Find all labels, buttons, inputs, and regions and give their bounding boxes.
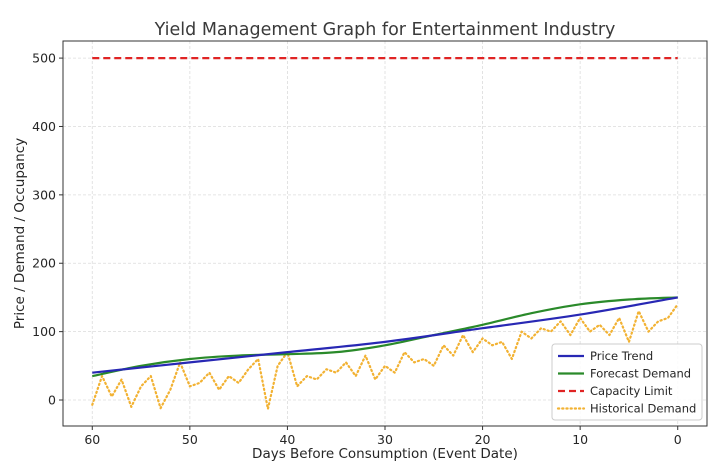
chart-title: Yield Management Graph for Entertainment… [154, 20, 616, 40]
series-line-forecast-demand [92, 296, 678, 378]
x-tick-label: 30 [377, 432, 393, 447]
y-tick-label: 300 [32, 187, 56, 202]
x-tick-label: 50 [182, 432, 198, 447]
legend-label-historical-demand: Historical Demand [590, 402, 696, 416]
y-tick-label: 400 [32, 119, 56, 134]
legend-label-price-trend: Price Trend [590, 349, 653, 363]
y-axis-label: Price / Demand / Occupancy [12, 138, 28, 329]
y-axis: 0 100 200 300 400 500 [32, 51, 63, 408]
series-line-price-trend [92, 296, 678, 374]
y-tick-label: 0 [48, 393, 56, 408]
series-layer [91, 57, 679, 410]
x-tick-label: 0 [674, 432, 682, 447]
x-axis: 60 50 40 30 20 10 0 [84, 426, 682, 447]
y-tick-label: 200 [32, 256, 56, 271]
x-axis-label: Days Before Consumption (Event Date) [252, 446, 518, 462]
y-tick-label: 100 [32, 324, 56, 339]
legend-label-forecast-demand: Forecast Demand [590, 367, 691, 381]
legend-label-capacity-limit: Capacity Limit [590, 384, 673, 398]
x-tick-label: 20 [475, 432, 491, 447]
x-tick-label: 40 [279, 432, 295, 447]
y-tick-label: 500 [32, 51, 56, 66]
legend: Price Trend Forecast Demand Capacity Limit… [551, 343, 703, 421]
x-tick-label: 60 [84, 432, 100, 447]
x-tick-label: 10 [572, 432, 588, 447]
series-line-historical-demand [91, 303, 679, 410]
legend-box [551, 343, 703, 421]
